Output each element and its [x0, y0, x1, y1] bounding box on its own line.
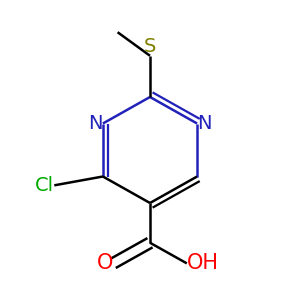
Text: S: S	[144, 37, 156, 56]
Text: N: N	[88, 114, 103, 133]
Text: Cl: Cl	[35, 176, 54, 195]
Text: O: O	[97, 254, 113, 273]
Text: OH: OH	[187, 254, 219, 273]
Text: N: N	[197, 114, 212, 133]
